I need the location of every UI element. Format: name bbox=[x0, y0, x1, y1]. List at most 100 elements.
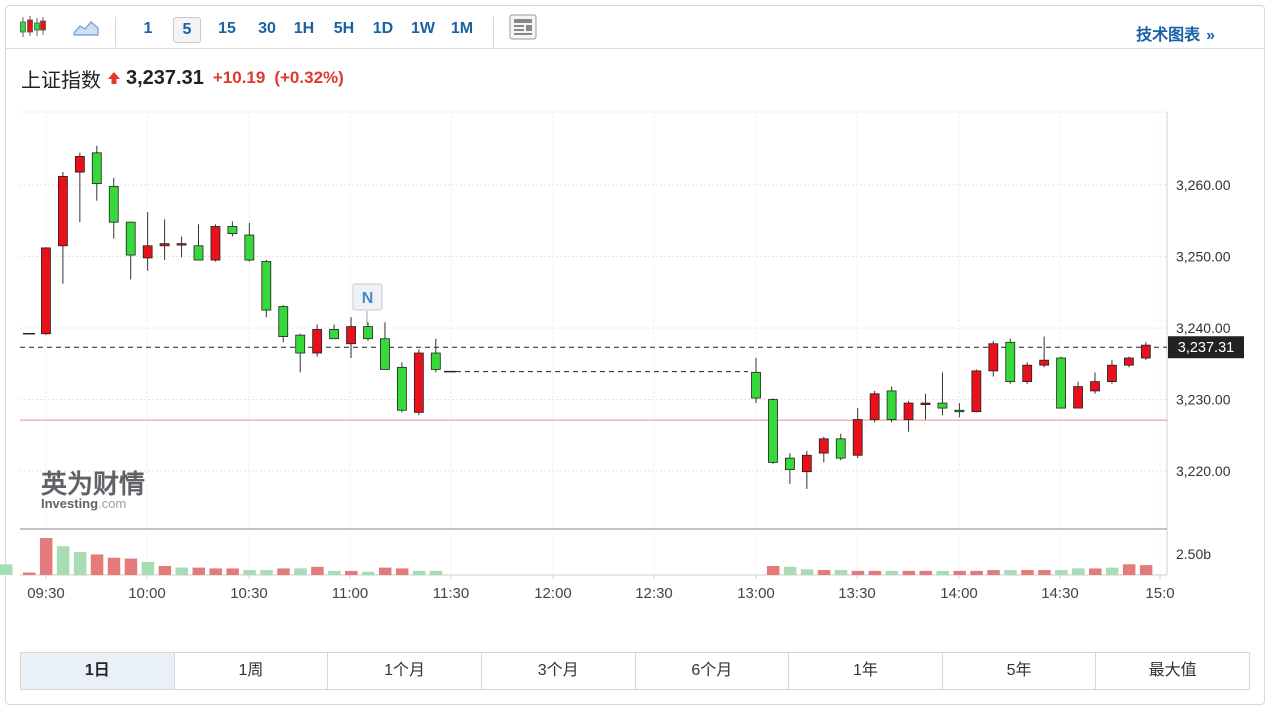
candle-down bbox=[125, 221, 136, 256]
chart-axes: 3,220.00 3,230.00 3,240.00 3,250.00 3,260.00… bbox=[27, 177, 1230, 602]
range-tab-5[interactable]: 1年 bbox=[789, 653, 943, 689]
candle-up bbox=[1140, 344, 1151, 359]
candle-up bbox=[142, 245, 153, 259]
news-marker[interactable] bbox=[352, 283, 383, 311]
volume-tick-label: 2.50b bbox=[1176, 546, 1211, 562]
range-tab-7[interactable]: 最大值 bbox=[1148, 662, 1197, 679]
volume-bar bbox=[851, 570, 865, 575]
interval-1[interactable]: 1 bbox=[143, 20, 153, 37]
price-change: +10.19 bbox=[212, 68, 266, 87]
y-tick-label: 3,240.00 bbox=[1176, 320, 1231, 336]
candle-up bbox=[1039, 359, 1050, 366]
candle-up bbox=[210, 226, 221, 261]
interval-15[interactable]: 15 bbox=[218, 20, 236, 37]
volume-bar bbox=[1004, 570, 1017, 575]
candle-up bbox=[74, 155, 85, 173]
candle-up bbox=[159, 243, 170, 247]
volume-bar bbox=[39, 538, 53, 575]
candle-up bbox=[903, 402, 914, 420]
candle-down bbox=[91, 152, 102, 184]
volume-bar bbox=[1072, 568, 1085, 575]
volume-bar bbox=[902, 570, 916, 575]
logo-english-text: Investing.com bbox=[41, 496, 145, 511]
range-tab-3[interactable]: 3个月 bbox=[482, 653, 636, 689]
volume-bar bbox=[919, 570, 932, 575]
candle-up bbox=[801, 454, 812, 473]
interval-1h[interactable]: 1H bbox=[293, 20, 315, 37]
previous-close-line bbox=[20, 346, 1167, 421]
volume-bar bbox=[817, 570, 831, 575]
volume-bar bbox=[936, 570, 949, 575]
volume-bar bbox=[0, 564, 13, 575]
volume-bar bbox=[800, 569, 814, 575]
candle-down bbox=[954, 409, 965, 413]
candle-up bbox=[1073, 386, 1083, 409]
candle-up bbox=[413, 352, 424, 413]
candle-up bbox=[869, 393, 880, 420]
candle-down bbox=[835, 438, 846, 459]
candle-up bbox=[176, 243, 187, 246]
volume-bar bbox=[209, 568, 222, 575]
volume-bar bbox=[141, 561, 155, 575]
candle-down bbox=[278, 306, 289, 337]
range-tab-6[interactable]: 5年 bbox=[943, 653, 1097, 689]
volume-bar bbox=[766, 565, 780, 575]
interval-5[interactable]: 5 bbox=[173, 17, 201, 43]
volume-bar bbox=[328, 570, 341, 575]
area-chart-icon[interactable] bbox=[71, 13, 101, 41]
last-price-badge bbox=[1168, 336, 1244, 359]
candle-up bbox=[920, 402, 931, 405]
chart-overlays: 3,237.31 N bbox=[352, 283, 1244, 359]
range-tab-0[interactable]: 1日 bbox=[21, 653, 175, 689]
x-tick-label: 11:30 bbox=[433, 585, 469, 602]
candle-down bbox=[329, 329, 340, 340]
interval-30[interactable]: 30 bbox=[258, 20, 276, 37]
volume-bar bbox=[23, 572, 36, 575]
x-tick-label: 12:30 bbox=[635, 585, 673, 602]
interval-1m[interactable]: 1M bbox=[450, 20, 474, 37]
chart-toolbar: 1 5 15 30 1H 5H 1D 1W 1M 技术图表» bbox=[5, 5, 1265, 49]
volume-bar bbox=[987, 570, 1000, 575]
interval-1d[interactable]: 1D bbox=[372, 20, 394, 37]
volume-bar bbox=[1038, 570, 1051, 575]
news-marker-label: N bbox=[362, 290, 374, 307]
range-tab-1[interactable]: 1周 bbox=[175, 653, 329, 689]
candle-down bbox=[227, 226, 238, 235]
toolbar-separator bbox=[115, 17, 116, 47]
logo-en-suffix: .com bbox=[98, 496, 127, 511]
volume-bar bbox=[395, 568, 409, 575]
logo-en-main: Investing bbox=[41, 496, 99, 511]
volume-bar bbox=[1055, 570, 1068, 575]
up-arrow-icon bbox=[107, 71, 121, 85]
logo-chinese-text: 英为财情 bbox=[41, 469, 146, 499]
volume-series bbox=[0, 538, 1153, 575]
candle-down bbox=[363, 326, 373, 340]
candle-up bbox=[58, 176, 68, 247]
volume-bar bbox=[175, 567, 189, 575]
candle-down bbox=[886, 390, 897, 420]
range-tab-2[interactable]: 1个月 bbox=[328, 653, 482, 689]
volume-bar bbox=[834, 570, 848, 575]
volume-bar bbox=[1122, 564, 1136, 575]
volume-bar bbox=[226, 568, 239, 575]
candle-down bbox=[244, 234, 255, 261]
candle-down bbox=[295, 334, 306, 354]
interval-1w[interactable]: 1W bbox=[411, 20, 435, 37]
range-tab-4[interactable]: 6个月 bbox=[636, 653, 790, 689]
volume-bar bbox=[56, 546, 70, 575]
interval-5h[interactable]: 5H bbox=[333, 20, 355, 37]
tech-chart-link[interactable]: 技术图表 » bbox=[1136, 21, 1215, 45]
instrument-name: 上证指数 bbox=[21, 69, 101, 92]
chart-widget-frame bbox=[5, 5, 1265, 705]
candlestick-chart-icon[interactable] bbox=[17, 13, 49, 41]
candle-down bbox=[380, 338, 390, 370]
volume-bar bbox=[970, 570, 983, 575]
volume-bar bbox=[260, 570, 273, 575]
x-tick-label: 10:30 bbox=[230, 585, 268, 602]
tech-chart-arrow: » bbox=[1206, 27, 1215, 44]
volume-bar bbox=[107, 557, 121, 575]
x-tick-label: 15:0 bbox=[1145, 585, 1174, 602]
data-table-icon[interactable] bbox=[508, 13, 538, 41]
volume-bar bbox=[243, 570, 256, 575]
